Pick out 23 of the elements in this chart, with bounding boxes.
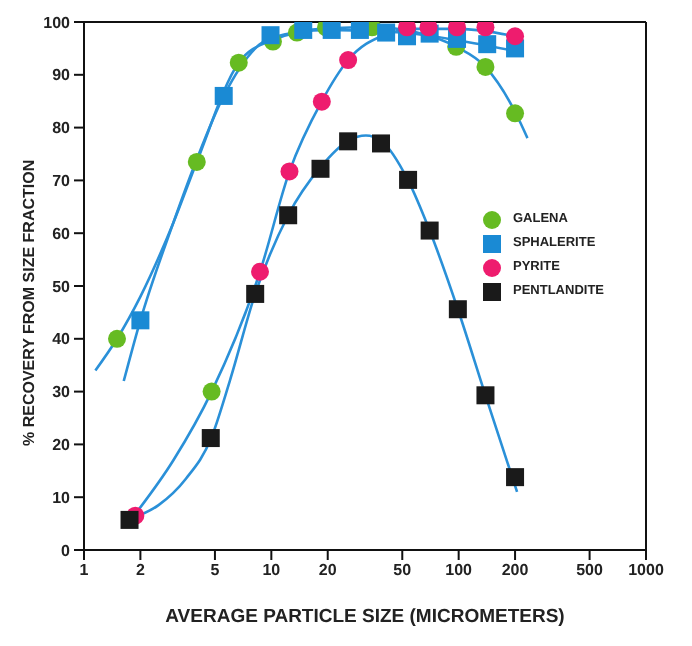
y-axis-title: % RECOVERY FROM SIZE FRACTION — [19, 159, 38, 446]
x-tick-label: 500 — [576, 561, 605, 580]
x-tick-label: 20 — [318, 561, 338, 580]
x-tick-label: 100 — [445, 561, 474, 580]
y-tick-label: 60 — [52, 224, 72, 243]
x-tick-label: 10 — [262, 561, 282, 580]
x-tick-label: 2 — [135, 561, 146, 580]
y-tick-label: 40 — [52, 330, 72, 349]
y-tick-label: 10 — [52, 488, 72, 507]
x-tick-label: 5 — [210, 561, 221, 580]
y-tick-label: 70 — [52, 172, 72, 191]
y-tick-label: 80 — [52, 119, 72, 138]
y-tick-label: 30 — [52, 383, 72, 402]
x-tick-label: 200 — [501, 561, 530, 580]
x-tick-label: 1000 — [628, 561, 665, 580]
y-tick-label: 50 — [52, 277, 72, 296]
x-axis-title: AVERAGE PARTICLE SIZE (MICROMETERS) — [165, 606, 565, 628]
y-tick-label: 0 — [61, 541, 72, 560]
y-tick-label: 100 — [43, 13, 72, 32]
x-tick-label: 50 — [393, 561, 413, 580]
y-tick-label: 20 — [52, 436, 72, 455]
x-tick-label: 1 — [79, 561, 90, 580]
y-tick-label: 90 — [52, 66, 72, 85]
